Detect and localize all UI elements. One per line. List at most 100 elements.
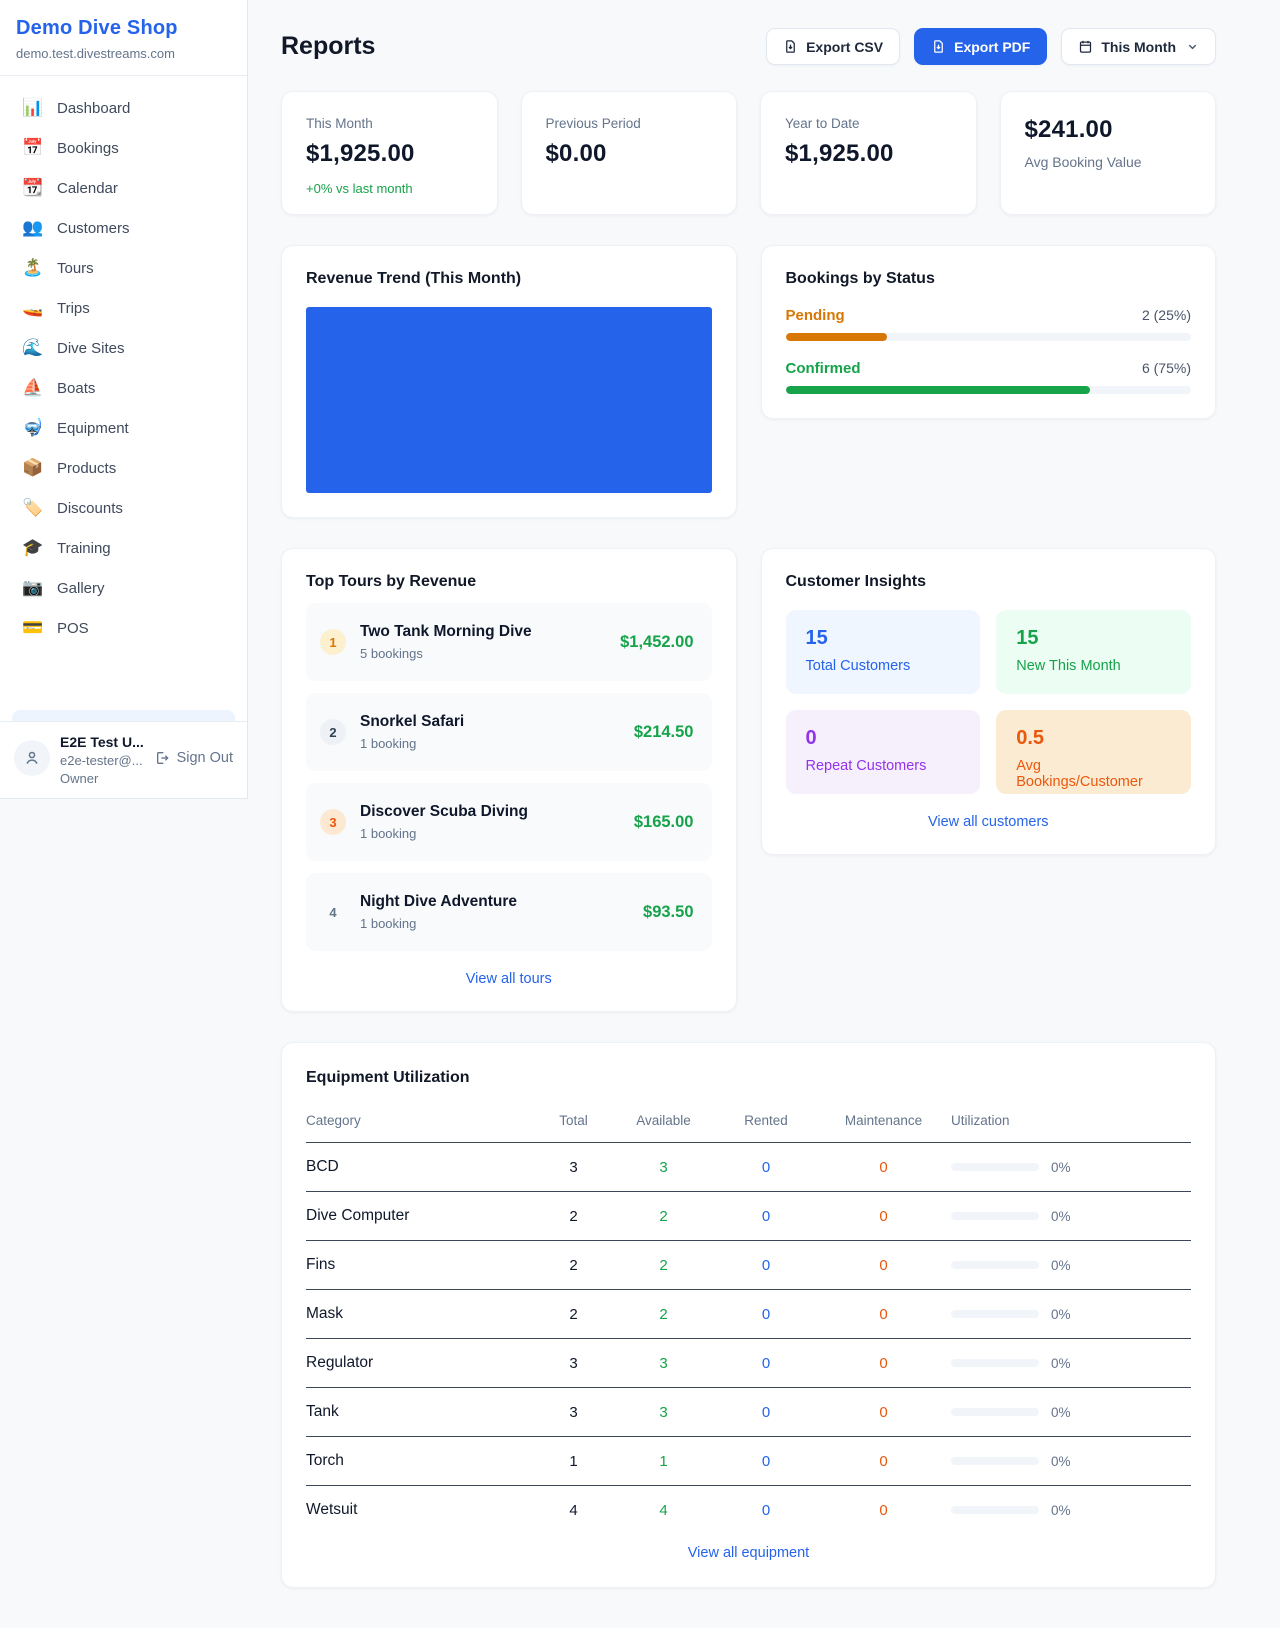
cell-rented: 0 — [716, 1142, 816, 1192]
cell-maintenance: 0 — [816, 1387, 951, 1437]
sidebar-item-customers[interactable]: 👥 Customers — [12, 208, 235, 248]
insight-label: Avg Bookings/Customer — [1016, 758, 1143, 790]
utilization-bar — [951, 1261, 1039, 1269]
sidebar-item-discounts[interactable]: 🏷️ Discounts — [12, 488, 235, 528]
sidebar-item-label: Dive Sites — [57, 339, 125, 357]
insight-value: 15 — [1016, 627, 1039, 649]
main-content: Reports Export CSV Export PDF This Month — [248, 0, 1280, 1628]
status-bar-fill — [785, 386, 1090, 394]
sidebar-item-products[interactable]: 📦 Products — [12, 448, 235, 488]
utilization-bar — [951, 1457, 1039, 1465]
table-row: Regulator 3 3 0 0 0% — [306, 1338, 1191, 1388]
cell-rented: 0 — [716, 1191, 816, 1241]
cell-total: 2 — [536, 1289, 611, 1339]
view-all-customers-link[interactable]: View all customers — [927, 814, 1049, 830]
table-row: BCD 3 3 0 0 0% — [306, 1142, 1191, 1192]
sidebar-item-bookings[interactable]: 📅 Bookings — [12, 128, 235, 168]
sidebar-item-pos[interactable]: 💳 POS — [12, 608, 235, 648]
utilization-bar — [951, 1163, 1039, 1171]
sidebar-item-equipment[interactable]: 🤿 Equipment — [12, 408, 235, 448]
cell-available: 2 — [611, 1289, 716, 1339]
sidebar-item-calendar[interactable]: 📆 Calendar — [12, 168, 235, 208]
chevron-down-icon — [1188, 44, 1197, 50]
export-pdf-button[interactable]: Export PDF — [914, 28, 1048, 65]
table-row: Tank 3 3 0 0 0% — [306, 1387, 1191, 1437]
insight-label: Total Customers — [805, 658, 911, 674]
tour-name: Snorkel Safari — [360, 713, 465, 730]
sidebar-item-tours[interactable]: 🏝️ Tours — [12, 248, 235, 288]
sidebar-item-label: Customers — [57, 219, 130, 237]
revenue-trend-chart — [306, 307, 712, 493]
utilization-bar — [951, 1310, 1039, 1318]
customers-icon: 👥 — [22, 218, 44, 237]
sign-out-label: Sign Out — [176, 750, 233, 766]
stat-value: $241.00 — [1024, 116, 1113, 143]
page-title: Reports — [281, 32, 376, 60]
equipment-table: Category Total Available Rented Maintena… — [306, 1105, 1191, 1525]
utilization-percent: 0% — [1051, 1502, 1071, 1518]
cell-available: 1 — [611, 1436, 716, 1486]
sidebar-item-label: Boats — [57, 379, 96, 397]
stat-value: $0.00 — [545, 140, 607, 167]
user-section: E2E Test U... e2e-tester@... Owner Sign … — [0, 721, 247, 798]
period-dropdown[interactable]: This Month — [1061, 28, 1216, 65]
period-label: This Month — [1101, 38, 1176, 55]
sidebar-item-training[interactable]: 🎓 Training — [12, 528, 235, 568]
sidebar-item-reports-active-partial[interactable] — [12, 710, 235, 721]
sidebar-item-dive-sites[interactable]: 🌊 Dive Sites — [12, 328, 235, 368]
cell-maintenance: 0 — [879, 1501, 888, 1519]
tour-revenue: $93.50 — [643, 902, 694, 921]
tour-row: 2 Snorkel Safari 1 booking $214.50 — [306, 693, 712, 771]
status-label: Pending — [785, 307, 845, 324]
utilization-percent: 0% — [1051, 1404, 1071, 1420]
tour-revenue: $1,452.00 — [620, 632, 694, 651]
cell-available: 3 — [611, 1387, 716, 1437]
sidebar-item-dashboard[interactable]: 📊 Dashboard — [12, 88, 235, 128]
stat-card-previous-period: Previous Period $0.00 — [520, 91, 737, 215]
cell-total: 2 — [536, 1240, 611, 1290]
insight-value: 15 — [805, 627, 828, 649]
avatar — [14, 740, 50, 776]
cell-category: Fins — [306, 1240, 536, 1290]
sign-out-button[interactable]: Sign Out — [154, 750, 233, 766]
sidebar-item-label: Trips — [57, 299, 90, 317]
view-all-tours-link[interactable]: View all tours — [465, 971, 552, 987]
stat-card-year-to-date: Year to Date $1,925.00 — [760, 91, 977, 215]
cell-total: 3 — [536, 1338, 611, 1388]
utilization-percent: 0% — [1051, 1453, 1071, 1469]
cell-category: Tank — [306, 1387, 536, 1437]
insight-value: 0 — [805, 727, 817, 749]
col-header-available: Available — [611, 1105, 716, 1143]
table-row: Torch 1 1 0 0 0% — [306, 1436, 1191, 1486]
sidebar-item-label: Dashboard — [57, 99, 131, 117]
table-row: Wetsuit 4 4 0 0 0% — [306, 1486, 1191, 1526]
status-bar-track — [785, 386, 1191, 394]
status-count: 6 (75%) — [1141, 360, 1191, 376]
rank-badge: 3 — [320, 809, 346, 835]
stat-delta: +0% vs last month — [306, 181, 413, 196]
sidebar-item-label: Products — [57, 459, 117, 477]
customer-insights-title: Customer Insights — [785, 573, 926, 590]
cell-available: 4 — [659, 1501, 668, 1519]
utilization-bar — [951, 1408, 1039, 1416]
view-all-equipment-link[interactable]: View all equipment — [687, 1545, 810, 1561]
insight-tile-new-this-month: 15 New This Month — [996, 610, 1191, 694]
sidebar-item-trips[interactable]: 🚤 Trips — [12, 288, 235, 328]
cell-available: 3 — [611, 1142, 716, 1192]
export-pdf-label: Export PDF — [954, 38, 1031, 55]
cell-category: Mask — [306, 1289, 536, 1339]
credit-card-icon: 💳 — [22, 618, 44, 637]
cell-category: Wetsuit — [306, 1501, 358, 1518]
status-bar-fill — [785, 333, 887, 341]
sidebar-item-label: Calendar — [57, 179, 118, 197]
sidebar-item-gallery[interactable]: 📷 Gallery — [12, 568, 235, 608]
rank-badge: 1 — [320, 629, 346, 655]
sidebar-item-boats[interactable]: ⛵ Boats — [12, 368, 235, 408]
export-csv-button[interactable]: Export CSV — [766, 28, 901, 65]
top-tours-card: Top Tours by Revenue 1 Two Tank Morning … — [281, 548, 737, 1012]
person-icon — [26, 751, 38, 764]
diving-mask-icon: 🤿 — [22, 418, 44, 437]
status-count: 2 (25%) — [1141, 307, 1191, 323]
tour-bookings: 5 bookings — [360, 646, 423, 661]
utilization-bar — [951, 1212, 1039, 1220]
